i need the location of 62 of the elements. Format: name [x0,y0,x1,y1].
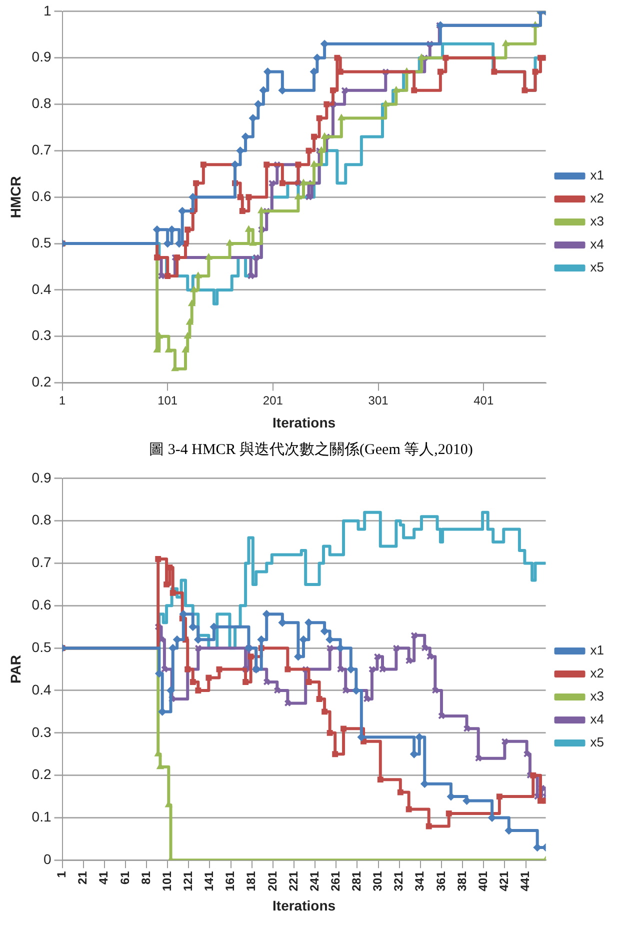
x-tick-label: 101 [160,870,174,892]
legend-label: x1 [590,168,604,183]
x-tick-label: 421 [497,870,511,892]
x-tick-label: 21 [76,870,90,885]
legend-label: x5 [590,734,604,750]
y-tick-label: 0.9 [32,469,52,486]
x-tick-label: 81 [138,870,153,885]
x-tick-label: 201 [262,393,284,408]
caption: 圖 3-4 HMCR 與迭代次數之關係(Geem 等人,2010) [148,440,474,459]
x-tick-label: 301 [368,393,389,408]
legend-label: x2 [590,190,604,206]
x-tick-label: 401 [476,870,490,892]
x-tick-label: 1 [54,870,69,878]
legend-label: x4 [590,712,604,727]
x-tick-label: 281 [350,870,364,892]
x-tick-label: 261 [328,870,342,892]
x-tick-label: 181 [244,870,258,892]
y-tick-label: 0.7 [32,554,52,570]
y-tick-label: 0.4 [32,681,52,698]
x-tick-label: 141 [202,870,216,892]
legend-label: x4 [590,236,604,252]
y-tick-label: 0.5 [32,234,52,250]
x-tick-label: 41 [96,870,111,885]
y-tick-label: 0.5 [32,638,52,655]
legend-label: x3 [590,214,604,229]
legend-label: x2 [590,666,604,681]
x-tick-label: 321 [392,870,406,892]
x-tick-label: 121 [180,870,195,892]
y-tick-label: 0.6 [32,596,52,613]
x-tick-label: 61 [118,870,132,885]
x-tick-label: 241 [307,870,322,892]
x-tick-label: 201 [265,870,280,892]
x-tick-label: 221 [286,870,300,892]
y-tick-label: 0 [43,851,52,868]
x-tick-label: 1 [58,393,66,408]
y-tick-label: 0.3 [32,724,52,740]
y-tick-label: 0.3 [32,327,52,344]
y-tick-label: 0.4 [32,280,52,297]
x-tick-label: 301 [370,870,385,892]
y-axis-title: PAR [7,655,24,684]
y-tick-label: 1 [43,2,52,18]
y-tick-label: 0.1 [32,808,52,825]
y-tick-label: 0.9 [32,48,52,65]
x-tick-label: 401 [474,393,494,408]
legend-label: x5 [590,260,604,275]
x-tick-label: 441 [518,870,532,892]
x-axis-title: Iterations [272,414,336,430]
x-axis-title: Iterations [272,897,336,914]
x-tick-label: 361 [434,870,448,892]
y-axis-title: HMCR [7,176,24,218]
y-tick-label: 0.7 [32,142,52,158]
x-tick-label: 341 [412,870,427,892]
legend-label: x1 [590,642,604,658]
y-tick-label: 0.2 [32,766,52,782]
legend-label: x3 [590,688,604,704]
x-tick-label: 101 [158,393,178,408]
x-tick-label: 381 [454,870,469,892]
x-tick-label: 161 [223,870,238,892]
y-tick-label: 0.2 [32,374,52,390]
y-tick-label: 0.8 [32,512,52,528]
y-tick-label: 0.8 [32,95,52,112]
y-tick-label: 0.6 [32,188,52,204]
